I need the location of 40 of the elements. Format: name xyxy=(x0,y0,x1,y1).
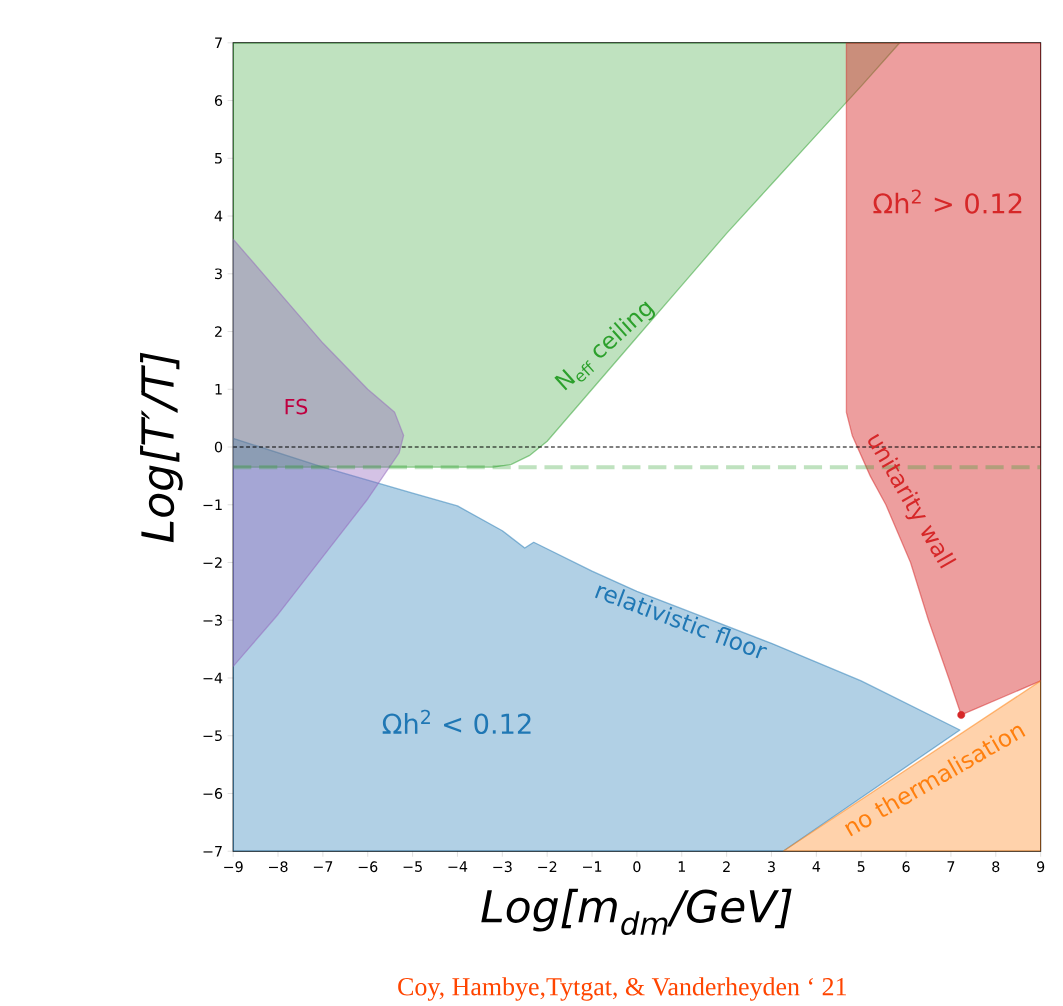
annotation: Ωh$^{2}$ > 0.12 xyxy=(873,189,1022,214)
x-tick-label: 2 xyxy=(723,861,730,872)
annotation: Ωh$^{2}$ < 0.12 xyxy=(382,709,531,735)
y-tick-label: 5 xyxy=(215,153,222,164)
y-tick-label: −6 xyxy=(203,788,223,799)
x-tick-label: −5 xyxy=(403,861,422,872)
x-tick-label: 9 xyxy=(1037,861,1045,873)
x-tick-label: −8 xyxy=(269,861,288,873)
x-tick-label: −3 xyxy=(493,861,512,873)
y-tick-label: −1 xyxy=(203,499,222,510)
series-label: FS xyxy=(285,398,308,415)
y-tick-label: −4 xyxy=(203,672,223,684)
x-tick-label: −7 xyxy=(313,861,333,872)
x-tick-label: −2 xyxy=(538,861,557,872)
text: Coy, Hambye,Tytgat, & Vanderheyden ‘ 21 xyxy=(398,977,846,1001)
x-tick-label: 8 xyxy=(992,861,1000,873)
x-tick-label: 4 xyxy=(812,861,821,872)
x-tick-label: 0 xyxy=(633,861,641,873)
x-tick-label: 1 xyxy=(678,861,685,872)
x-tick-label: −9 xyxy=(224,861,243,873)
x-tick-label: 3 xyxy=(768,861,775,873)
y-tick-label: 2 xyxy=(215,326,222,337)
y-tick-label: −5 xyxy=(203,730,222,742)
x-tick-label: 7 xyxy=(947,861,955,872)
y-tick-label: −7 xyxy=(203,846,222,857)
y-tick-label: 0 xyxy=(214,441,223,453)
y-tick-label: 3 xyxy=(215,268,222,280)
x-tick-label: −4 xyxy=(448,861,468,872)
y-tick-label: 6 xyxy=(214,95,223,106)
x-axis-title: Log[m$_{dm}$/GeV] xyxy=(481,888,792,936)
x-tick-label: −1 xyxy=(583,861,602,872)
y-tick-label: 4 xyxy=(214,210,223,222)
x-tick-label: 6 xyxy=(902,861,910,873)
x-tick-label: −6 xyxy=(358,861,378,873)
y-tick-label: 1 xyxy=(215,384,222,395)
y-tick-label: −3 xyxy=(203,614,222,626)
y-tick-label: −2 xyxy=(203,557,222,568)
y-tick-label: 7 xyxy=(215,37,222,49)
y-axis-title: Log[T′/T] xyxy=(140,352,183,543)
x-tick-label: 5 xyxy=(857,861,865,872)
